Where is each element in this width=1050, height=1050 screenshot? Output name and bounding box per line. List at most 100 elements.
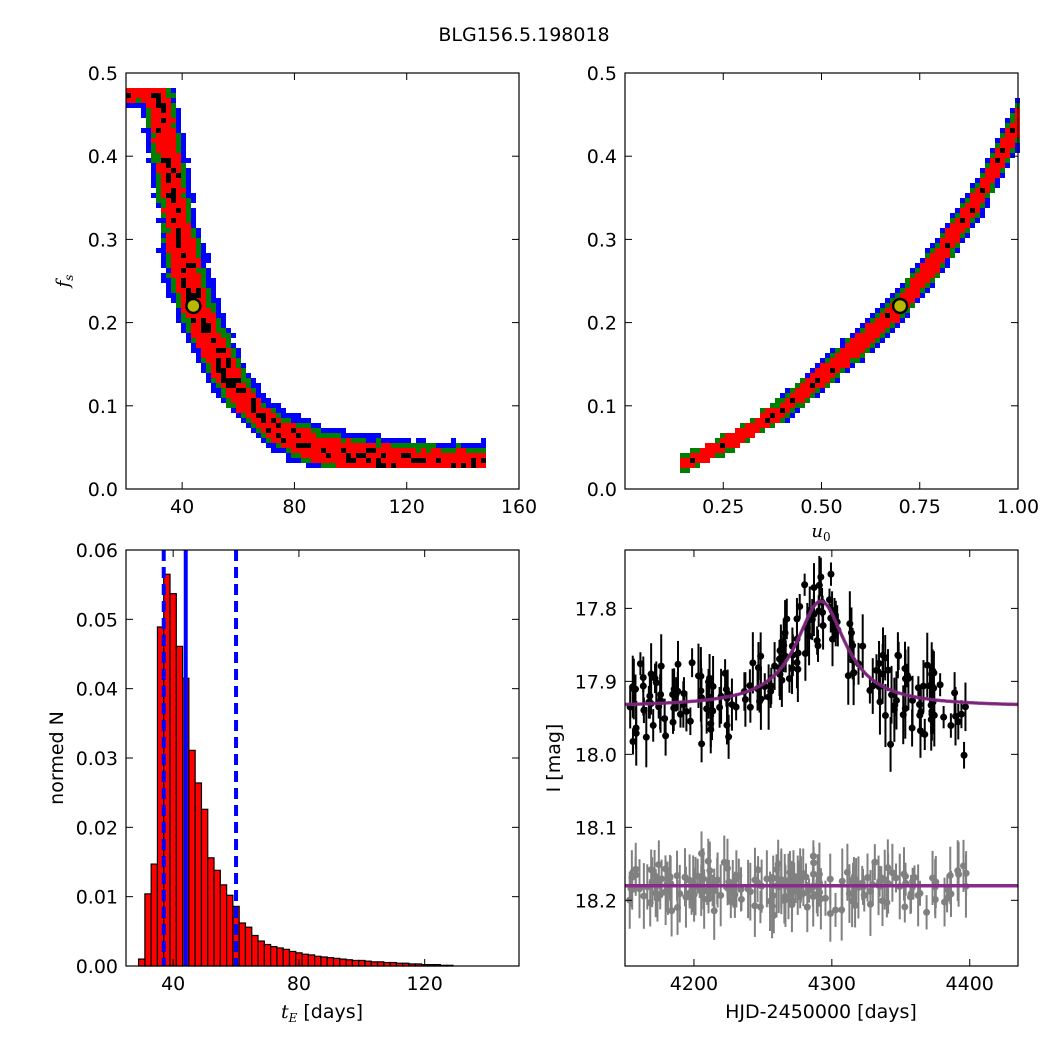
heatmap-cell <box>176 293 181 298</box>
heatmap-cell <box>396 458 401 463</box>
heatmap-cell <box>261 408 266 413</box>
heatmap-cell <box>800 403 805 408</box>
heatmap-cell <box>790 413 795 418</box>
heatmap-cell <box>710 448 715 453</box>
heatmap-cell <box>810 393 815 398</box>
heatmap-cell <box>815 383 820 388</box>
heatmap-cell <box>815 378 820 383</box>
heatmap-cell <box>880 328 885 333</box>
heatmap-cell <box>211 288 216 293</box>
histogram-bar <box>175 645 184 967</box>
heatmap-cell <box>476 448 481 453</box>
heatmap-cell <box>161 158 166 163</box>
heatmap-cell <box>900 288 905 293</box>
heatmap-cell <box>316 458 321 463</box>
heatmap-cell <box>206 303 211 308</box>
heatmap-cell <box>236 413 241 418</box>
heatmap-cell <box>171 298 176 303</box>
heatmap-cell <box>266 428 271 433</box>
heatmap-cell <box>186 283 191 288</box>
heatmap-cell <box>291 418 296 423</box>
heatmap-cell <box>770 413 775 418</box>
heatmap-cell <box>471 458 476 463</box>
heatmap-cell <box>256 403 261 408</box>
heatmap-cell <box>386 448 391 453</box>
heatmap-cell <box>276 428 281 433</box>
heatmap-cell <box>965 193 970 198</box>
heatmap-cell <box>406 448 411 453</box>
heatmap-cell <box>161 168 166 173</box>
heatmap-cell <box>311 433 316 438</box>
heatmap-cell <box>795 388 800 393</box>
heatmap-cell <box>775 413 780 418</box>
heatmap-cell <box>855 343 860 348</box>
heatmap-cell <box>416 458 421 463</box>
heatmap-cell <box>910 268 915 273</box>
histogram-bar <box>339 958 347 967</box>
heatmap-cell <box>281 438 286 443</box>
heatmap-cell <box>306 418 311 423</box>
light-curve-data <box>625 556 1018 942</box>
heatmap-cell <box>296 418 301 423</box>
heatmap-cell <box>920 283 925 288</box>
heatmap-cell <box>885 318 890 323</box>
heatmap-cell <box>221 393 226 398</box>
heatmap-cell <box>166 258 171 263</box>
data-point <box>709 682 717 690</box>
heatmap-cell <box>291 448 296 453</box>
y-tick-label: 18.0 <box>575 744 617 766</box>
heatmap-cell <box>161 253 166 258</box>
heatmap-cell <box>156 108 161 113</box>
heatmap-cell <box>925 273 930 278</box>
heatmap-cell <box>780 413 785 418</box>
heatmap-cell <box>950 238 955 243</box>
heatmap-cell <box>136 103 141 108</box>
heatmap-cell <box>885 328 890 333</box>
heatmap-cell <box>935 243 940 248</box>
heatmap-cell <box>226 353 231 358</box>
heatmap-cell <box>156 123 161 128</box>
heatmap-cell <box>401 453 406 458</box>
data-point <box>884 666 892 674</box>
heatmap-cell <box>1010 128 1015 133</box>
heatmap-cell <box>171 193 176 198</box>
heatmap-cell <box>975 198 980 203</box>
data-point <box>914 684 922 692</box>
heatmap-cell <box>306 453 311 458</box>
heatmap-cell <box>196 253 201 258</box>
heatmap-cell <box>406 453 411 458</box>
heatmap-cell <box>226 393 231 398</box>
heatmap-cell <box>151 128 156 133</box>
heatmap-cell <box>231 348 236 353</box>
heatmap-cell <box>321 433 326 438</box>
heatmap-cell <box>820 368 825 373</box>
heatmap-cell <box>156 103 161 108</box>
heatmap-cell <box>890 308 895 313</box>
heatmap-cell <box>161 173 166 178</box>
heatmap-cell <box>216 378 221 383</box>
heatmap-cell <box>805 378 810 383</box>
data-point <box>954 867 962 875</box>
heatmap-cell <box>955 233 960 238</box>
heatmap-cell <box>426 443 431 448</box>
heatmap-cell <box>191 208 196 213</box>
heatmap-cell <box>186 193 191 198</box>
heatmap-cell <box>196 268 201 273</box>
heatmap-cell <box>715 453 720 458</box>
heatmap-cell <box>166 158 171 163</box>
heatmap-cell <box>161 208 166 213</box>
heatmap-cell <box>920 278 925 283</box>
histogram-bar <box>320 956 328 967</box>
heatmap-cell <box>955 248 960 253</box>
data-point <box>801 581 809 589</box>
heatmap-cell <box>171 263 176 268</box>
heatmap-cell <box>226 383 231 388</box>
heatmap-cell <box>915 273 920 278</box>
heatmap-cell <box>171 183 176 188</box>
data-point <box>698 740 706 748</box>
heatmap-cell <box>301 453 306 458</box>
data-point <box>674 903 682 911</box>
heatmap-cell <box>331 443 336 448</box>
heatmap-cell <box>181 213 186 218</box>
heatmap-cell <box>910 288 915 293</box>
